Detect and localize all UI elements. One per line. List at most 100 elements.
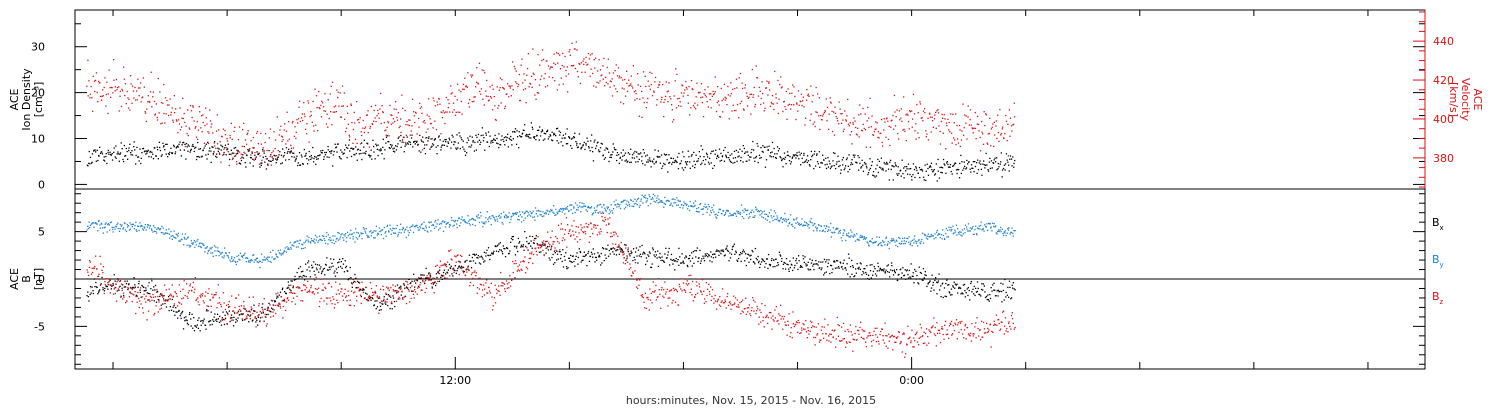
data-point <box>487 100 490 102</box>
data-point <box>960 293 962 295</box>
data-point <box>544 212 546 215</box>
data-point <box>540 251 542 253</box>
data-point <box>288 148 290 150</box>
data-point <box>637 161 639 163</box>
data-point <box>585 61 587 64</box>
data-point <box>657 156 659 158</box>
data-point <box>903 177 905 179</box>
left-axis-label-line: ACE <box>8 268 21 290</box>
data-point <box>904 269 906 271</box>
data-point <box>714 153 716 155</box>
data-point <box>767 94 769 96</box>
data-point <box>991 290 993 292</box>
data-point <box>620 152 622 154</box>
data-point <box>93 278 95 280</box>
data-point <box>382 111 384 113</box>
data-point <box>760 103 762 106</box>
data-point <box>977 287 979 290</box>
data-point <box>854 275 856 277</box>
data-point <box>900 268 902 270</box>
data-point <box>102 89 104 91</box>
data-point <box>192 242 195 244</box>
data-point <box>836 117 838 120</box>
data-point <box>567 73 570 75</box>
data-point <box>583 251 585 253</box>
data-point <box>416 141 418 143</box>
data-point <box>408 232 410 234</box>
data-point <box>243 151 245 153</box>
data-point <box>872 171 875 173</box>
data-point <box>568 257 570 259</box>
data-point <box>730 253 733 255</box>
data-point <box>456 270 458 272</box>
data-point <box>456 83 459 85</box>
data-point <box>587 205 589 208</box>
data-point <box>510 139 513 141</box>
data-point <box>138 280 140 283</box>
data-point <box>889 144 891 147</box>
data-point <box>135 163 137 165</box>
data-point <box>413 111 415 113</box>
data-point <box>928 281 931 283</box>
data-point <box>213 320 215 322</box>
data-point <box>650 198 652 200</box>
data-point <box>437 145 439 147</box>
data-point <box>957 138 959 140</box>
data-point <box>210 311 212 313</box>
data-point <box>485 132 487 134</box>
data-point <box>918 166 921 169</box>
data-point <box>563 255 566 258</box>
data-point <box>848 257 850 259</box>
data-point <box>876 122 878 124</box>
data-point <box>830 265 833 267</box>
data-point <box>613 147 615 149</box>
data-point <box>165 306 168 308</box>
data-point <box>441 221 443 223</box>
data-point <box>343 92 346 94</box>
data-point <box>584 71 586 73</box>
data-point <box>358 282 361 284</box>
data-point <box>874 268 876 270</box>
data-point <box>733 243 735 245</box>
data-point <box>182 328 185 330</box>
data-point <box>343 239 345 241</box>
data-point <box>462 140 464 142</box>
data-point <box>199 245 201 248</box>
data-point <box>258 260 260 263</box>
data-point <box>996 137 998 140</box>
data-point <box>606 66 608 69</box>
data-point <box>912 118 914 120</box>
data-point <box>565 252 567 254</box>
data-point <box>198 245 200 247</box>
data-point <box>585 205 587 207</box>
data-point <box>806 99 808 101</box>
data-point <box>369 156 371 158</box>
data-point <box>600 212 602 214</box>
data-point <box>231 152 233 154</box>
data-point <box>732 104 734 106</box>
data-point <box>550 66 552 68</box>
data-point <box>651 196 653 199</box>
data-point <box>518 131 520 133</box>
data-point <box>576 142 578 144</box>
data-point <box>914 176 916 179</box>
data-point <box>328 156 330 158</box>
data-point <box>503 215 506 217</box>
data-point <box>736 87 738 89</box>
data-point <box>294 275 296 278</box>
data-point <box>595 147 597 150</box>
data-point <box>572 65 574 67</box>
data-point <box>442 140 444 142</box>
data-point <box>527 212 529 214</box>
data-point <box>743 109 745 111</box>
data-point <box>809 119 811 121</box>
data-point <box>921 279 923 281</box>
data-point <box>290 151 292 153</box>
data-point <box>229 134 231 137</box>
data-point <box>367 131 369 134</box>
data-point <box>307 262 309 264</box>
data-point <box>273 131 275 133</box>
data-point <box>652 198 654 200</box>
data-point <box>728 159 731 161</box>
data-point <box>741 251 744 253</box>
